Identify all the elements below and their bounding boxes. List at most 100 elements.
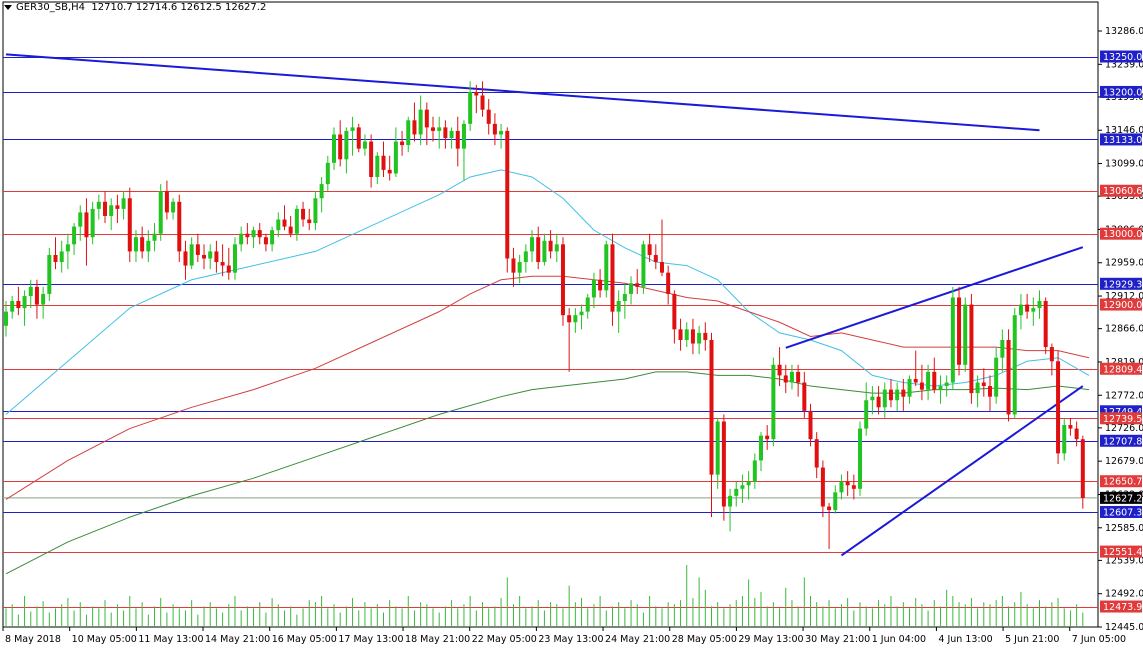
candle-body	[257, 230, 262, 238]
candle-body	[301, 208, 306, 220]
price-level-tag	[1100, 85, 1142, 98]
x-tick-label: 4 Jun 13:00	[938, 634, 992, 645]
candle-body	[319, 184, 324, 199]
candle-body	[975, 382, 980, 394]
candle-body	[548, 240, 553, 252]
x-tick-label: 17 May 13:00	[338, 634, 403, 645]
x-tick-label: 14 May 21:00	[205, 634, 270, 645]
x-tick-label: 8 May 2018	[5, 634, 61, 645]
candle-body	[1006, 339, 1011, 415]
candle-body	[362, 141, 367, 149]
price-level-label: 12929.3	[1103, 279, 1142, 290]
price-level-label: 12739.5	[1103, 414, 1142, 425]
candle-body	[164, 191, 169, 213]
candle-body	[109, 205, 114, 216]
candle-body	[771, 364, 776, 440]
candle-body	[424, 109, 429, 128]
candle-body	[338, 134, 343, 160]
y-tick-label: 12492.0	[1105, 589, 1143, 600]
candle-body	[263, 237, 268, 245]
x-tick-label: 28 May 05:00	[672, 634, 737, 645]
candle-body	[65, 244, 70, 252]
candle-body	[115, 205, 120, 209]
candle-body	[474, 91, 479, 96]
price-level-label: 13250.0	[1103, 52, 1142, 63]
candle-body	[1012, 315, 1017, 415]
y-tick-label: 12445.0	[1105, 622, 1143, 633]
x-tick-label: 1 Jun 04:00	[872, 634, 926, 645]
candle-body	[84, 212, 89, 238]
candle-body	[641, 244, 646, 287]
candle-body	[530, 237, 535, 252]
y-tick-label: 13099.0	[1105, 159, 1143, 170]
candle-body	[72, 226, 77, 245]
price-level-tag	[1100, 600, 1142, 613]
candle-body	[783, 375, 788, 383]
candle-body	[28, 286, 33, 297]
candle-body	[752, 460, 757, 482]
candle-body	[431, 127, 436, 131]
candle-body	[987, 386, 992, 397]
candle-body	[251, 230, 256, 238]
candle-body	[189, 244, 194, 266]
candle-body	[1037, 301, 1042, 309]
y-tick-label: 12539.0	[1105, 555, 1143, 566]
candle-body	[845, 481, 850, 486]
candle-body	[963, 304, 968, 365]
candle-body	[585, 297, 590, 312]
candle-body	[220, 262, 225, 266]
candle-body	[294, 208, 299, 234]
candle-body	[957, 297, 962, 365]
candle-body	[1000, 339, 1005, 358]
x-tick-label: 10 May 05:00	[72, 634, 137, 645]
price-level-label: 13000.0	[1103, 229, 1142, 240]
candle-body	[560, 244, 565, 316]
price-level-label: 13133.0	[1103, 135, 1142, 146]
candle-body	[517, 262, 522, 273]
y-tick-label: 12772.0	[1105, 390, 1143, 401]
candle-body	[833, 492, 838, 511]
price-level-tag	[1100, 133, 1142, 146]
price-level-label: 12473.9	[1103, 602, 1142, 613]
candle-body	[375, 155, 380, 177]
candle-body	[777, 364, 782, 376]
x-tick-label: 23 May 13:00	[538, 634, 603, 645]
candle-body	[369, 141, 374, 177]
candle-body	[697, 332, 702, 344]
symbol-label: GER30_SB,H4	[16, 2, 86, 13]
y-tick-label: 12866.0	[1105, 324, 1143, 335]
candle-body	[1056, 361, 1061, 454]
candle-body	[858, 428, 863, 489]
price-level-label: 12809.4	[1103, 364, 1142, 375]
candle-body	[746, 481, 751, 486]
price-level-label: 12607.3	[1103, 507, 1142, 518]
price-level-tag	[1100, 475, 1142, 488]
candle-body	[1043, 301, 1048, 348]
candle-body	[276, 219, 281, 231]
candle-body	[851, 485, 856, 489]
candle-body	[523, 251, 528, 263]
candle-body	[232, 244, 237, 273]
candle-body	[796, 371, 801, 383]
candle-body	[307, 219, 312, 224]
candle-body	[208, 251, 213, 259]
candle-body	[121, 198, 126, 209]
x-tick-label: 18 May 21:00	[405, 634, 470, 645]
candle-body	[542, 240, 547, 263]
candle-body	[486, 109, 491, 124]
candle-body	[177, 201, 182, 252]
candle-body	[1062, 425, 1067, 454]
candle-body	[96, 201, 101, 209]
candle-body	[789, 371, 794, 383]
candle-body	[270, 230, 275, 245]
candle-body	[505, 130, 510, 259]
candle-body	[635, 283, 640, 287]
trendline	[5, 53, 1040, 132]
candle-body	[34, 286, 39, 305]
candle-body	[331, 134, 336, 163]
caret-down-icon[interactable]	[4, 4, 12, 10]
candle-body	[480, 95, 485, 110]
price-level-label: 12900.0	[1103, 300, 1142, 311]
candle-body	[765, 435, 770, 440]
